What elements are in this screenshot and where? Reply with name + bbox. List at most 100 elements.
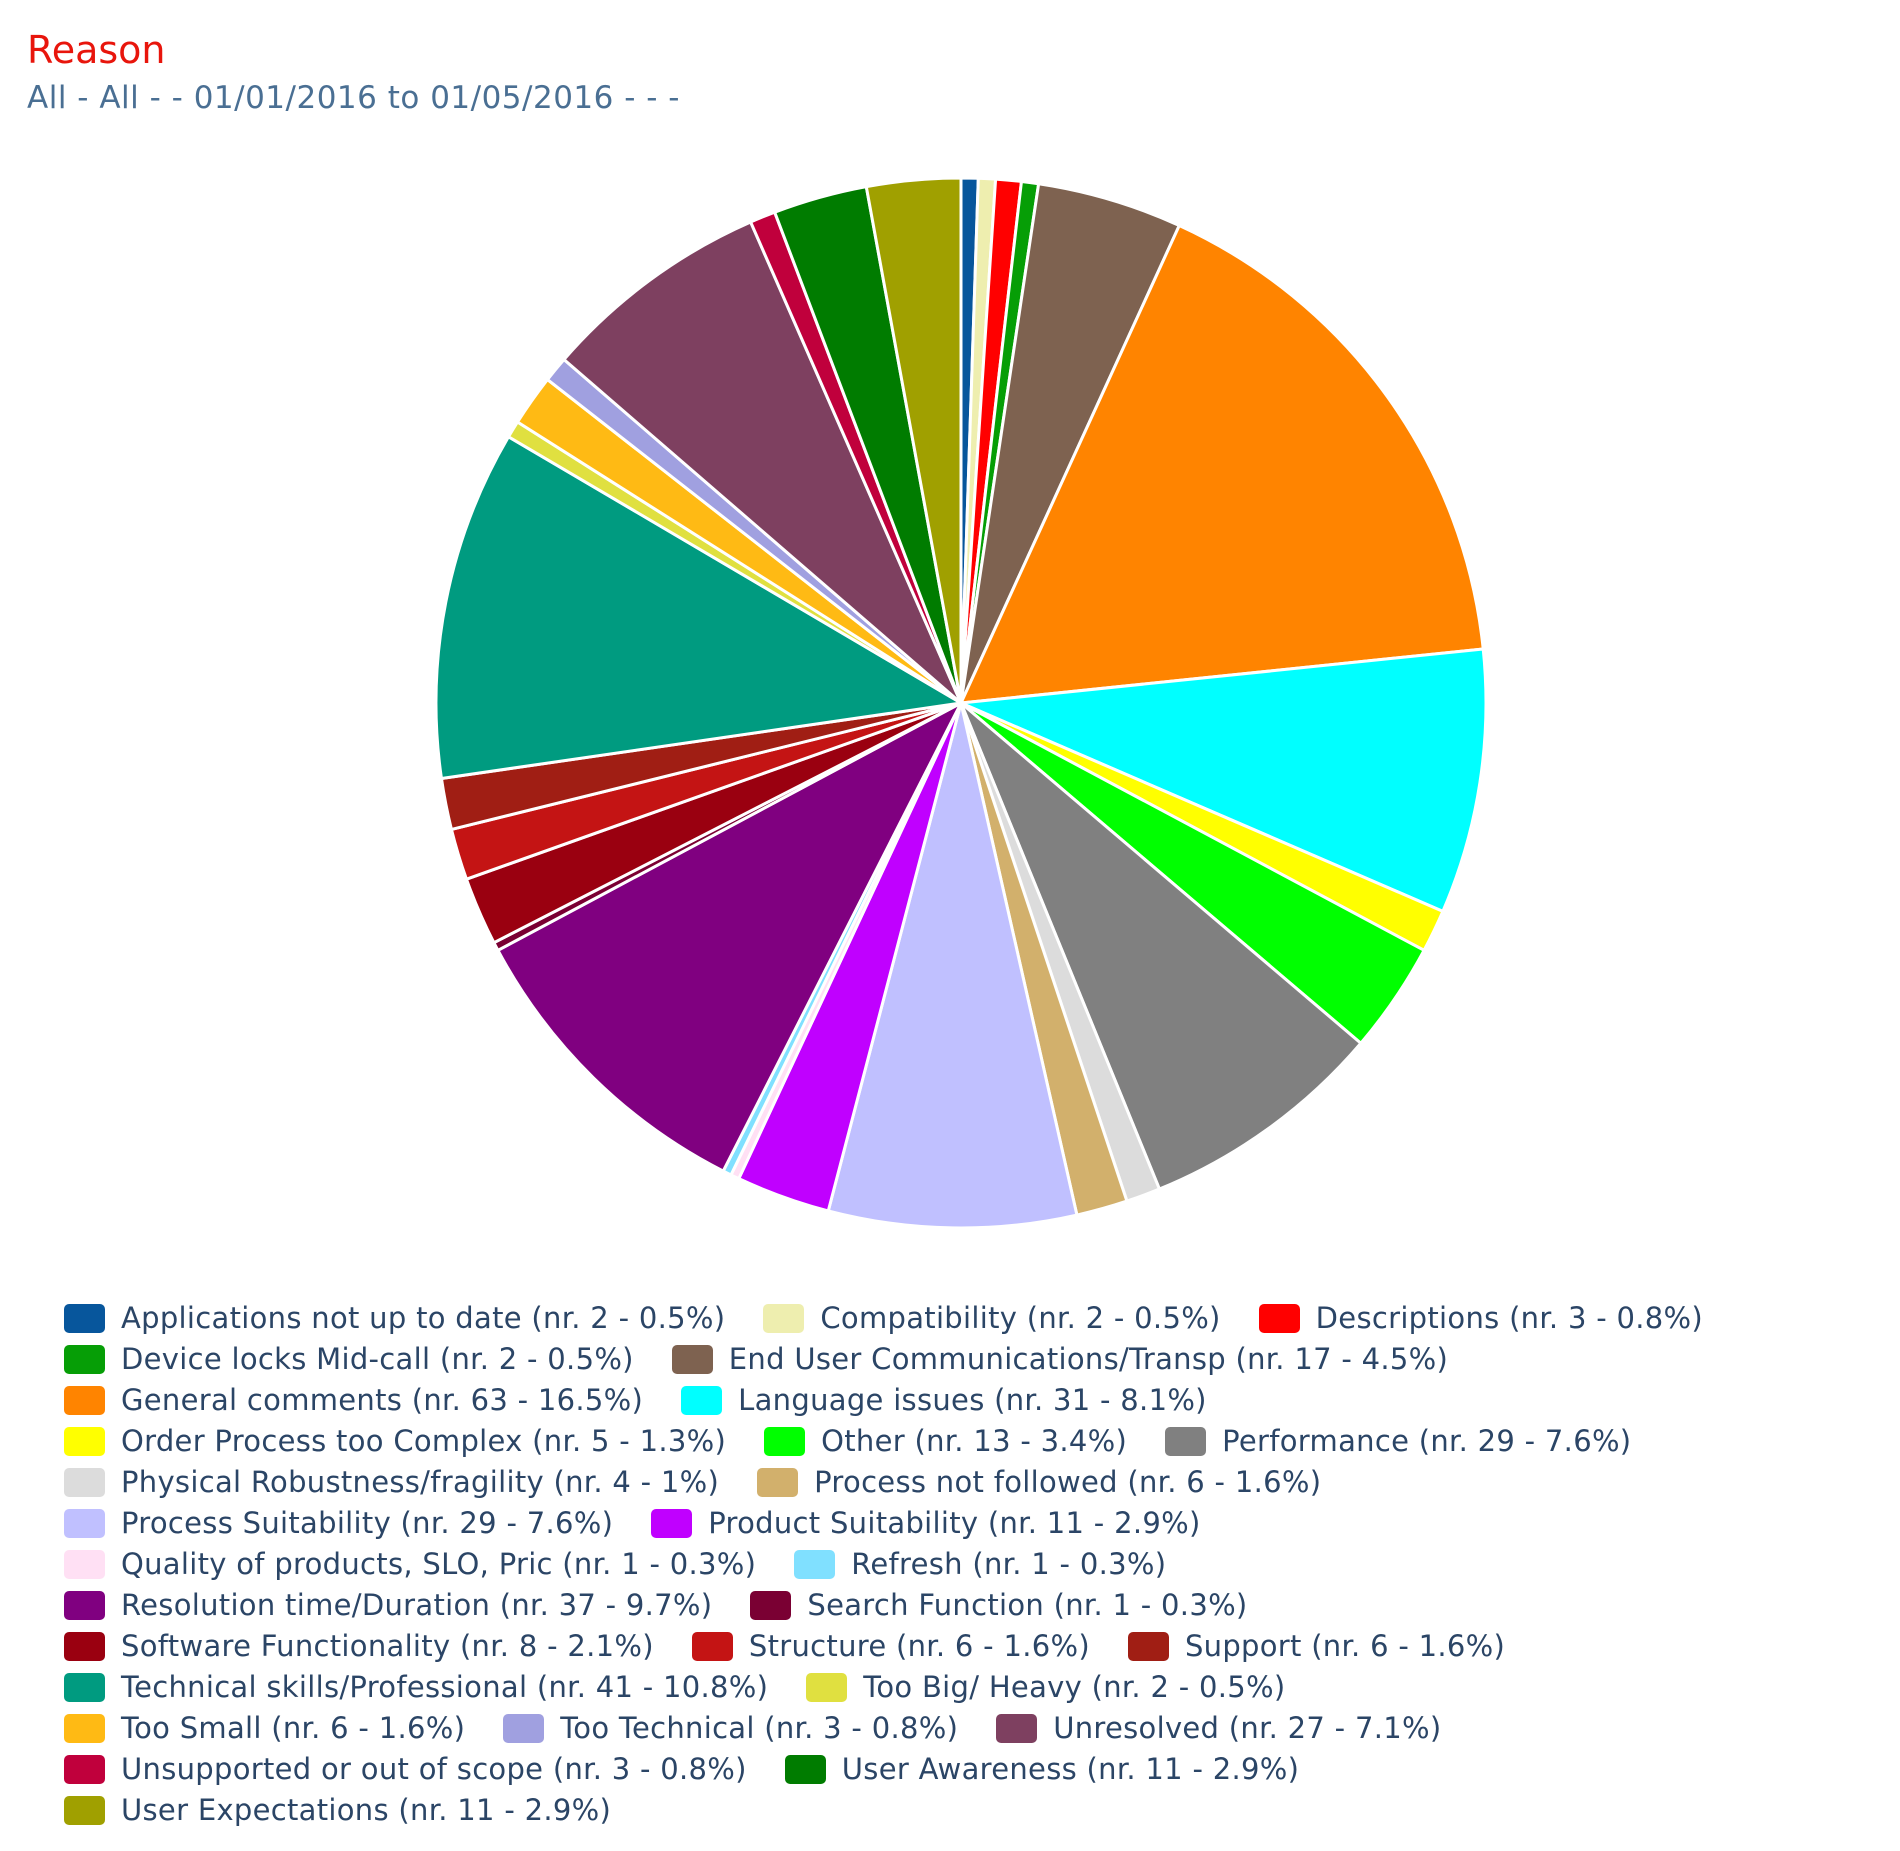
legend-item[interactable]: Structure (nr. 6 - 1.6%): [691, 1629, 1090, 1670]
legend-swatch: [757, 1467, 799, 1497]
legend-label: Descriptions (nr. 3 - 0.8%): [1315, 1301, 1703, 1335]
legend-label: End User Communications/Transp (nr. 17 -…: [728, 1342, 1449, 1376]
legend-item[interactable]: Physical Robustness/fragility (nr. 4 - 1…: [64, 1465, 719, 1506]
legend-item[interactable]: Device locks Mid-call (nr. 2 - 0.5%): [64, 1342, 634, 1383]
legend-item[interactable]: End User Communications/Transp (nr. 17 -…: [671, 1342, 1449, 1383]
legend-item[interactable]: Product Suitability (nr. 11 - 2.9%): [651, 1506, 1200, 1547]
legend-swatch: [996, 1713, 1038, 1743]
legend-item[interactable]: Unsupported or out of scope (nr. 3 - 0.8…: [64, 1752, 747, 1793]
legend-label: Process not followed (nr. 6 - 1.6%): [814, 1465, 1322, 1499]
legend-item[interactable]: Unresolved (nr. 27 - 7.1%): [996, 1711, 1441, 1752]
legend-swatch: [64, 1754, 105, 1784]
legend-label: Device locks Mid-call (nr. 2 - 0.5%): [121, 1342, 634, 1376]
legend-swatch: [64, 1508, 105, 1538]
pie-slice-5[interactable]: [959, 224, 1485, 705]
legend-item[interactable]: Order Process too Complex (nr. 5 - 1.3%): [64, 1424, 726, 1465]
legend-label: Technical skills/Professional (nr. 41 - …: [121, 1670, 769, 1704]
legend-swatch: [64, 1344, 105, 1374]
legend-swatch: [64, 1631, 105, 1661]
legend-row: Applications not up to date (nr. 2 - 0.5…: [64, 1301, 1894, 1342]
legend-swatch: [681, 1385, 723, 1415]
legend-item[interactable]: Too Small (nr. 6 - 1.6%): [64, 1711, 465, 1752]
legend-swatch: [651, 1508, 693, 1538]
pie-slice-25[interactable]: [562, 220, 963, 705]
legend-label: Resolution time/Duration (nr. 37 - 9.7%): [121, 1588, 713, 1622]
legend-row: Software Functionality (nr. 8 - 2.1%) Str…: [64, 1629, 1894, 1670]
legend-label: Refresh (nr. 1 - 0.3%): [851, 1547, 1167, 1581]
legend-swatch: [64, 1795, 105, 1825]
pie-slice-12[interactable]: [826, 701, 1079, 1230]
legend-item[interactable]: Quality of products, SLO, Pric (nr. 1 - …: [64, 1547, 756, 1588]
legend-label: Support (nr. 6 - 1.6%): [1184, 1629, 1506, 1663]
legend-swatch: [64, 1590, 105, 1620]
legend-item[interactable]: User Expectations (nr. 11 - 2.9%): [64, 1793, 611, 1834]
pie-slice-16[interactable]: [496, 701, 963, 1173]
legend-row: Device locks Mid-call (nr. 2 - 0.5%) End …: [64, 1342, 1894, 1383]
pie-slice-28[interactable]: [864, 176, 963, 705]
legend-label: Unresolved (nr. 27 - 7.1%): [1053, 1711, 1442, 1745]
legend-label: Language issues (nr. 31 - 8.1%): [738, 1383, 1207, 1417]
legend-swatch: [806, 1672, 848, 1702]
legend-item[interactable]: Process not followed (nr. 6 - 1.6%): [757, 1465, 1321, 1506]
legend-label: Too Small (nr. 6 - 1.6%): [121, 1711, 466, 1745]
legend-swatch: [671, 1344, 713, 1374]
legend-item[interactable]: Too Technical (nr. 3 - 0.8%): [503, 1711, 958, 1752]
pie-chart: [434, 176, 1488, 1230]
legend-label: Unsupported or out of scope (nr. 3 - 0.8…: [121, 1752, 747, 1786]
legend-swatch: [750, 1590, 792, 1620]
legend-item[interactable]: Performance (nr. 29 - 7.6%): [1165, 1424, 1631, 1465]
legend-swatch: [64, 1426, 105, 1456]
legend-label: Order Process too Complex (nr. 5 - 1.3%): [121, 1424, 727, 1458]
legend-item[interactable]: General comments (nr. 63 - 16.5%): [64, 1383, 643, 1424]
legend-label: Applications not up to date (nr. 2 - 0.5…: [121, 1301, 726, 1335]
legend-swatch: [784, 1754, 826, 1784]
legend-row: Physical Robustness/fragility (nr. 4 - 1…: [64, 1465, 1894, 1506]
pie-slice-9[interactable]: [959, 701, 1363, 1191]
legend-item[interactable]: Descriptions (nr. 3 - 0.8%): [1258, 1301, 1703, 1342]
legend-row: Quality of products, SLO, Pric (nr. 1 - …: [64, 1547, 1894, 1588]
legend-label: Structure (nr. 6 - 1.6%): [748, 1629, 1090, 1663]
legend-swatch: [691, 1631, 733, 1661]
legend-label: Process Suitability (nr. 29 - 7.6%): [121, 1506, 614, 1540]
legend-label: Physical Robustness/fragility (nr. 4 - 1…: [121, 1465, 720, 1499]
legend-swatch: [64, 1385, 105, 1415]
legend-label: User Awareness (nr. 11 - 2.9%): [841, 1752, 1300, 1786]
legend-label: Too Technical (nr. 3 - 0.8%): [560, 1711, 959, 1745]
legend-swatch: [64, 1467, 105, 1497]
legend-swatch: [794, 1549, 836, 1579]
legend-label: Other (nr. 13 - 3.4%): [821, 1424, 1128, 1458]
chart-legend: Applications not up to date (nr. 2 - 0.5…: [64, 1301, 1894, 1834]
legend-item[interactable]: Applications not up to date (nr. 2 - 0.5…: [64, 1301, 725, 1342]
legend-item[interactable]: Support (nr. 6 - 1.6%): [1127, 1629, 1506, 1670]
legend-row: Process Suitability (nr. 29 - 7.6%) Produ…: [64, 1506, 1894, 1547]
legend-item[interactable]: User Awareness (nr. 11 - 2.9%): [784, 1752, 1300, 1793]
legend-row: General comments (nr. 63 - 16.5%) Languag…: [64, 1383, 1894, 1424]
legend-item[interactable]: Software Functionality (nr. 8 - 2.1%): [64, 1629, 654, 1670]
legend-label: Compatibility (nr. 2 - 0.5%): [820, 1301, 1221, 1335]
legend-item[interactable]: Compatibility (nr. 2 - 0.5%): [763, 1301, 1220, 1342]
legend-swatch: [1165, 1426, 1207, 1456]
legend-item[interactable]: Process Suitability (nr. 29 - 7.6%): [64, 1506, 613, 1547]
legend-label: General comments (nr. 63 - 16.5%): [121, 1383, 644, 1417]
legend-item[interactable]: Refresh (nr. 1 - 0.3%): [794, 1547, 1166, 1588]
legend-item[interactable]: Search Function (nr. 1 - 0.3%): [750, 1588, 1247, 1629]
legend-label: Product Suitability (nr. 11 - 2.9%): [708, 1506, 1201, 1540]
pie-slice-21[interactable]: [434, 435, 963, 780]
legend-label: Search Function (nr. 1 - 0.3%): [807, 1588, 1248, 1622]
legend-swatch: [64, 1303, 105, 1333]
chart-subtitle: All - All - - 01/01/2016 to 01/05/2016 -…: [27, 80, 680, 116]
legend-swatch: [64, 1549, 105, 1579]
legend-row: Unsupported or out of scope (nr. 3 - 0.8…: [64, 1752, 1894, 1793]
legend-swatch: [503, 1713, 545, 1743]
legend-row: Resolution time/Duration (nr. 37 - 9.7%)…: [64, 1588, 1894, 1629]
legend-item[interactable]: Technical skills/Professional (nr. 41 - …: [64, 1670, 768, 1711]
legend-swatch: [1258, 1303, 1300, 1333]
legend-label: User Expectations (nr. 11 - 2.9%): [121, 1793, 612, 1827]
legend-item[interactable]: Language issues (nr. 31 - 8.1%): [681, 1383, 1207, 1424]
legend-swatch: [64, 1713, 105, 1743]
chart-title: Reason: [27, 28, 166, 72]
pie-slice-6[interactable]: [959, 647, 1488, 913]
legend-item[interactable]: Other (nr. 13 - 3.4%): [764, 1424, 1127, 1465]
legend-item[interactable]: Too Big/ Heavy (nr. 2 - 0.5%): [806, 1670, 1285, 1711]
legend-item[interactable]: Resolution time/Duration (nr. 37 - 9.7%): [64, 1588, 712, 1629]
